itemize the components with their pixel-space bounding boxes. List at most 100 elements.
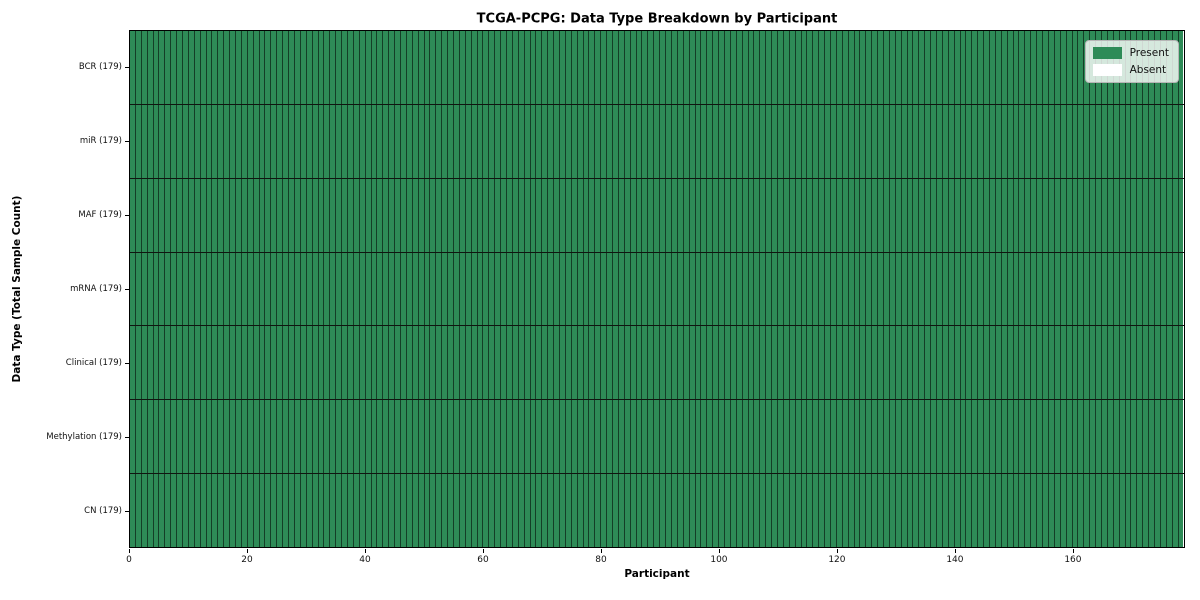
heatmap-cell [488, 326, 495, 400]
heatmap-cell [500, 252, 506, 326]
heatmap-cell [959, 31, 966, 104]
heatmap-cell [399, 178, 406, 252]
heatmap-cell [753, 474, 760, 548]
heatmap-cell [1036, 326, 1043, 400]
heatmap-cell [417, 326, 424, 400]
heatmap-cell [588, 31, 595, 104]
heatmap-cell [1065, 400, 1072, 474]
heatmap-cell [441, 326, 448, 400]
heatmap-cell [1042, 104, 1048, 178]
heatmap-cell [452, 178, 459, 252]
heatmap-cell [735, 104, 742, 178]
heatmap-cell [1000, 178, 1007, 252]
heatmap-cell [818, 326, 825, 400]
heatmap-cell [665, 178, 671, 252]
heatmap-cell [146, 252, 153, 326]
heatmap-cell [394, 104, 400, 178]
heatmap-cell [1042, 474, 1048, 548]
heatmap-cell [1083, 326, 1090, 400]
heatmap-cell [1153, 400, 1160, 474]
heatmap-cell [1153, 252, 1160, 326]
heatmap-cell [600, 400, 607, 474]
heatmap-cell [205, 31, 212, 104]
heatmap-cell [429, 104, 436, 178]
x-tick-label: 80 [595, 555, 607, 565]
heatmap-cell [641, 400, 648, 474]
heatmap-cell [953, 326, 960, 400]
heatmap-cell [559, 400, 565, 474]
heatmap-cell [500, 104, 506, 178]
heatmap-cell [617, 104, 624, 178]
heatmap-cell [877, 178, 883, 252]
heatmap-cell [653, 474, 660, 548]
heatmap-cell [447, 474, 453, 548]
heatmap-cell [688, 474, 695, 548]
heatmap-cell [1095, 252, 1101, 326]
heatmap-cell [676, 178, 683, 252]
heatmap-cell [252, 326, 259, 400]
heatmap-cell [606, 104, 613, 178]
heatmap-cell [276, 326, 283, 400]
heatmap-cell [205, 474, 212, 548]
heatmap-cell [511, 104, 518, 178]
heatmap-row-mrna [130, 251, 1184, 326]
heatmap-cell [829, 252, 836, 326]
heatmap-cell [1142, 252, 1149, 326]
heatmap-cell [888, 252, 895, 326]
heatmap-cell [989, 31, 995, 104]
heatmap-cell [447, 178, 453, 252]
heatmap-cell [712, 326, 719, 400]
heatmap-cell [1042, 178, 1048, 252]
heatmap-cell [971, 178, 978, 252]
heatmap-cell [877, 104, 883, 178]
heatmap-cell [983, 31, 990, 104]
heatmap-cell [1053, 178, 1060, 252]
heatmap-cell [282, 178, 289, 252]
heatmap-cell [358, 474, 365, 548]
heatmap-cell [1018, 31, 1025, 104]
heatmap-cell [953, 400, 960, 474]
heatmap-cell [523, 400, 530, 474]
heatmap-cell [706, 474, 713, 548]
heatmap-cell [1006, 400, 1013, 474]
heatmap-cell [788, 252, 795, 326]
heatmap-cell [706, 400, 713, 474]
heatmap-cell [1118, 252, 1125, 326]
heatmap-cell [759, 326, 766, 400]
heatmap-cell [676, 326, 683, 400]
heatmap-cell [229, 104, 236, 178]
heatmap-cell [688, 326, 695, 400]
heatmap-cell [311, 104, 318, 178]
heatmap-cell [776, 400, 783, 474]
heatmap-cell [617, 252, 624, 326]
heatmap-cell [299, 400, 306, 474]
heatmap-cell [152, 104, 159, 178]
heatmap-cell [282, 31, 289, 104]
heatmap-cell [977, 31, 984, 104]
heatmap-cell [747, 178, 754, 252]
heatmap-cell [170, 104, 177, 178]
heatmap-cell [1095, 400, 1101, 474]
heatmap-cell [288, 326, 294, 400]
heatmap-cell [1024, 400, 1031, 474]
heatmap-cell [494, 104, 501, 178]
heatmap-cell [223, 178, 230, 252]
heatmap-cell [947, 474, 954, 548]
heatmap-cell [841, 400, 848, 474]
heatmap-cell [653, 400, 660, 474]
heatmap-cell [211, 104, 218, 178]
heatmap-cell [918, 31, 925, 104]
heatmap-cell [918, 326, 925, 400]
heatmap-cell [924, 31, 931, 104]
heatmap-cell [741, 31, 748, 104]
heatmap-cell [883, 474, 889, 548]
heatmap-cell [323, 104, 330, 178]
heatmap-cell [765, 31, 772, 104]
heatmap-cell [1148, 474, 1154, 548]
heatmap-cell [1053, 400, 1060, 474]
heatmap-cell [753, 178, 760, 252]
heatmap-cell [989, 104, 995, 178]
heatmap-cell [170, 400, 177, 474]
heatmap-cell [470, 104, 477, 178]
heatmap-cell [494, 252, 501, 326]
